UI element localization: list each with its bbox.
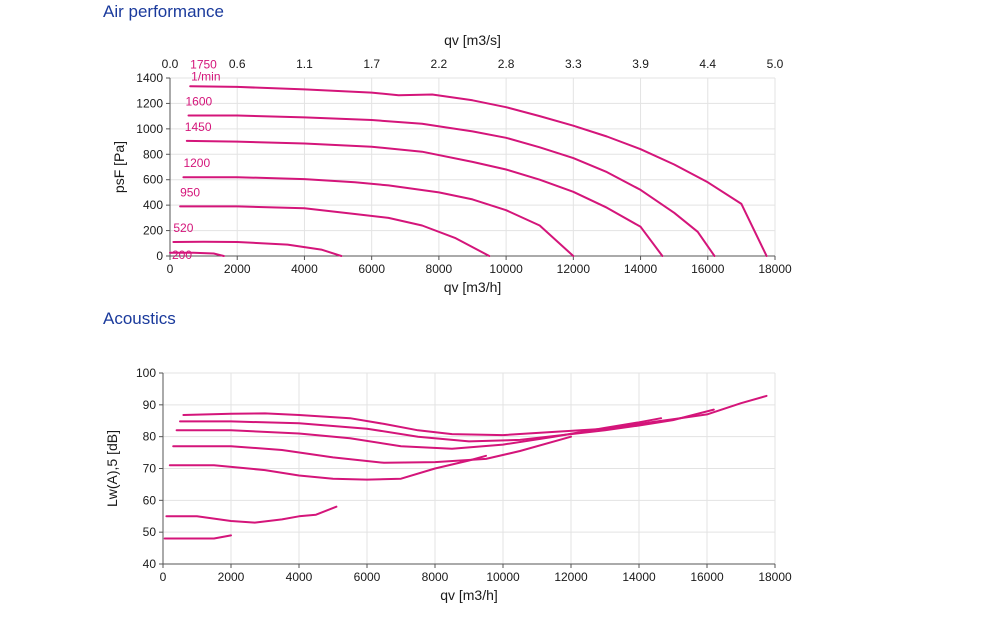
x-tick-label: 2000 <box>224 262 251 276</box>
x-tick-label: 14000 <box>622 570 656 584</box>
series-line-1450 <box>185 139 664 257</box>
series-line-200 <box>169 251 225 257</box>
x-tick-label: 10000 <box>489 262 523 276</box>
series-line-520 <box>165 505 338 524</box>
x-tick-label: 8000 <box>426 262 453 276</box>
x2-tick-label: 0.0 <box>162 57 179 71</box>
y-tick-label: 800 <box>143 147 163 161</box>
speed-unit-label: 1/min <box>191 69 220 83</box>
x2-tick-label: 1.1 <box>296 57 313 71</box>
x2-tick-label: 2.8 <box>498 57 515 71</box>
speed-label-1750: 1750 <box>190 57 217 71</box>
series-line-1450 <box>175 417 663 450</box>
series-line-950 <box>168 454 487 481</box>
air-performance-chart: 0 2000 4000 6000 8000 10000 12000 14000 16000 180… <box>111 32 792 295</box>
x2-tick-label: 2.2 <box>431 57 448 71</box>
y-tick-label: 90 <box>143 398 157 412</box>
acoustics-chart: 0 2000 4000 6000 8000 10000 12000 14000 16000 180… <box>104 366 792 603</box>
y-tick-label: 400 <box>143 198 163 212</box>
speed-label-200: 200 <box>172 248 192 262</box>
y-tick-label: 600 <box>143 173 163 187</box>
x2-tick-label: 3.9 <box>632 57 649 71</box>
y-tick-label: 40 <box>143 557 157 571</box>
series-line-1600 <box>187 114 716 257</box>
x2-tick-label: 0.6 <box>229 57 246 71</box>
x-tick-label: 6000 <box>354 570 381 584</box>
series-line-950 <box>179 205 491 257</box>
x-tick-label: 0 <box>160 570 167 584</box>
speed-label-1200: 1200 <box>183 156 210 170</box>
series-line-520 <box>172 240 343 257</box>
x2-tick-label: 4.4 <box>699 57 716 71</box>
x-tick-label: 12000 <box>554 570 588 584</box>
y-axis-label: Lw(A),5 [dB] <box>104 430 120 507</box>
y-tick-label: 60 <box>143 493 157 507</box>
air-performance-title: Air performance <box>103 2 224 21</box>
x2-tick-label: 3.3 <box>565 57 582 71</box>
y-axis-label: psF [Pa] <box>111 141 127 193</box>
speed-label-520: 520 <box>173 221 193 235</box>
y-tick-label: 50 <box>143 525 157 539</box>
x-tick-label: 16000 <box>690 570 724 584</box>
x-tick-label: 8000 <box>422 570 449 584</box>
y-tick-label: 1400 <box>136 71 163 85</box>
x-axis-label: qv [m3/h] <box>440 587 498 603</box>
x2-axis-label: qv [m3/s] <box>444 32 501 48</box>
y-tick-label: 1200 <box>136 96 163 110</box>
series-line-1750 <box>189 85 768 257</box>
series-line-200 <box>163 534 232 540</box>
x-tick-label: 0 <box>167 262 174 276</box>
x-tick-label: 10000 <box>486 570 520 584</box>
x-tick-label: 4000 <box>291 262 318 276</box>
y-tick-label: 80 <box>143 430 157 444</box>
x2-tick-label: 5.0 <box>767 57 784 71</box>
series-line-1600 <box>179 408 715 443</box>
y-tick-label: 70 <box>143 462 157 476</box>
x-tick-label: 6000 <box>358 262 385 276</box>
acoustics-title: Acoustics <box>103 309 176 328</box>
x-tick-label: 16000 <box>691 262 725 276</box>
y-tick-label: 200 <box>143 224 163 238</box>
x-tick-label: 12000 <box>557 262 591 276</box>
y-tick-label: 0 <box>156 249 163 263</box>
speed-label-1600: 1600 <box>185 95 212 109</box>
x-tick-label: 18000 <box>758 262 792 276</box>
x2-tick-label: 1.7 <box>363 57 380 71</box>
x-tick-label: 14000 <box>624 262 658 276</box>
speed-label-1450: 1450 <box>185 120 212 134</box>
y-tick-label: 100 <box>136 366 156 380</box>
x-tick-label: 18000 <box>758 570 792 584</box>
y-tick-label: 1000 <box>136 122 163 136</box>
series-line-1750 <box>182 394 768 437</box>
series-line-1200 <box>182 176 575 257</box>
x-axis-label: qv [m3/h] <box>444 279 502 295</box>
speed-label-950: 950 <box>180 185 200 199</box>
x-tick-label: 4000 <box>286 570 313 584</box>
x-tick-label: 2000 <box>218 570 245 584</box>
series-line-1200 <box>172 435 572 464</box>
